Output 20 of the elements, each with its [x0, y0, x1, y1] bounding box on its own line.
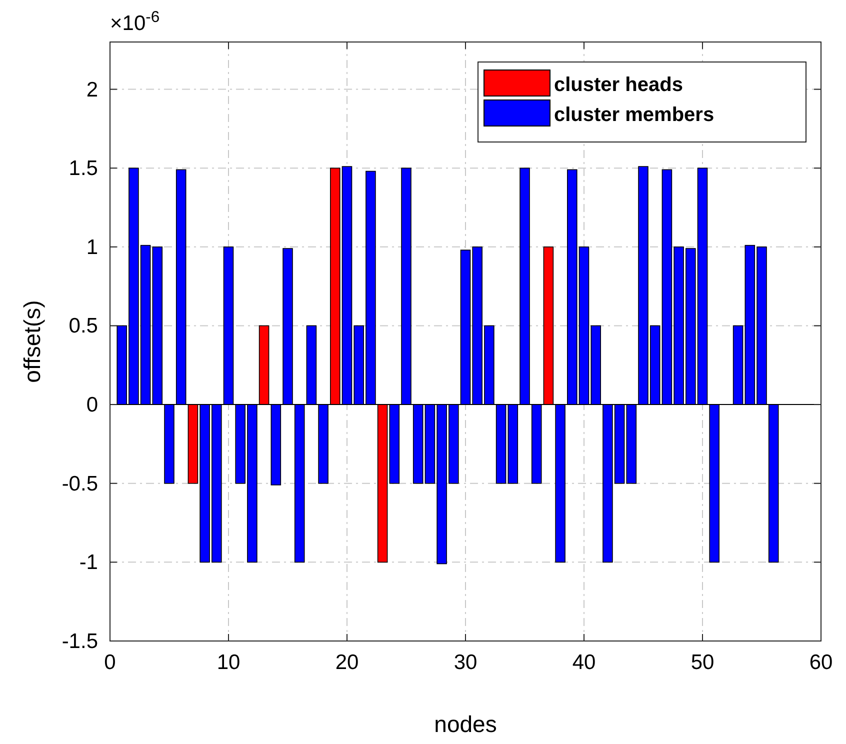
x-axis-title: nodes	[434, 711, 497, 737]
legend-label: cluster members	[554, 104, 714, 126]
y-tick-label: 2	[86, 78, 98, 102]
x-tick-label: 60	[809, 651, 833, 674]
y-tick-label: -1	[79, 551, 98, 574]
legend-label: cluster heads	[554, 74, 683, 96]
x-tick-label: 30	[454, 651, 478, 674]
x-tick-label: 0	[104, 651, 116, 674]
x-tick-label: 20	[335, 651, 359, 674]
y-tick-label: 1	[86, 236, 98, 259]
y-tick-label: 0.5	[68, 314, 98, 338]
y-tick-label: 0	[86, 394, 98, 417]
x-tick-label: 40	[572, 651, 596, 674]
x-tick-label: 10	[216, 651, 240, 674]
y-axis-title: offset(s)	[19, 300, 45, 383]
x-tick-label: 50	[690, 651, 714, 674]
text: ×10$^{-6}$	[110, 8, 160, 35]
y-tick-label: -1.5	[62, 630, 98, 653]
y-tick-label: 1.5	[68, 157, 98, 180]
y-tick-label: -0.5	[62, 472, 98, 496]
